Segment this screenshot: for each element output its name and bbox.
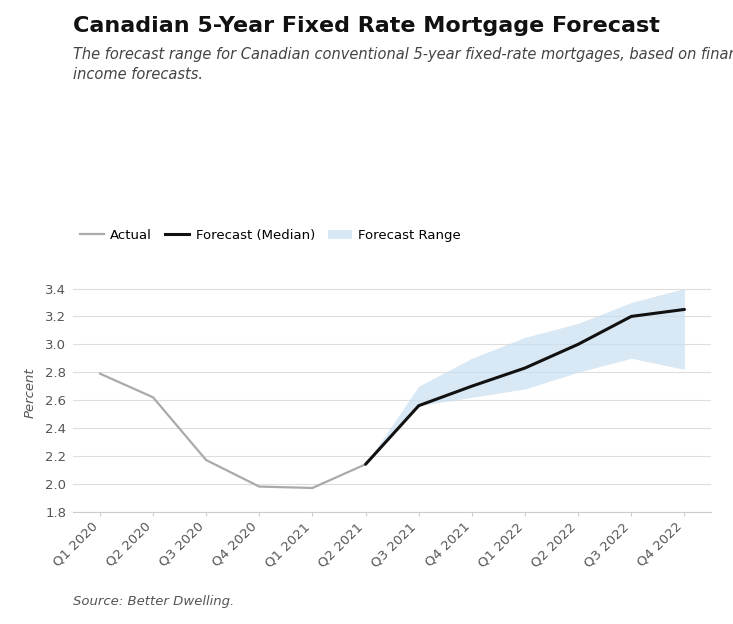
- Text: Source: Better Dwelling.: Source: Better Dwelling.: [73, 595, 235, 608]
- Y-axis label: Percent: Percent: [24, 368, 37, 419]
- Text: The forecast range for Canadian conventional 5-year fixed-rate mortgages, based : The forecast range for Canadian conventi…: [73, 47, 733, 82]
- Text: Canadian 5-Year Fixed Rate Mortgage Forecast: Canadian 5-Year Fixed Rate Mortgage Fore…: [73, 16, 660, 36]
- Legend: Actual, Forecast (Median), Forecast Range: Actual, Forecast (Median), Forecast Rang…: [80, 229, 461, 242]
